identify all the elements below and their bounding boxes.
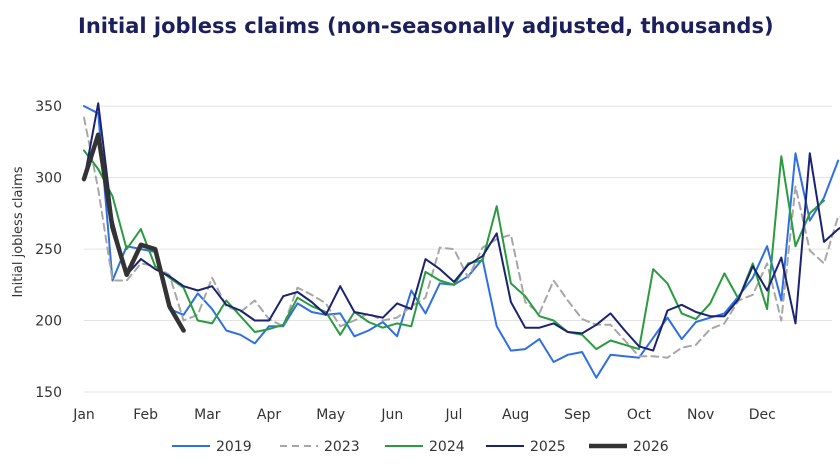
series-line-2024 (83, 149, 825, 351)
y-tick-label: 300 (35, 171, 62, 187)
chart-title: Initial jobless claims (non-seasonally a… (78, 14, 774, 38)
x-tick-label: Dec (749, 407, 776, 423)
series-line-2023 (83, 116, 840, 359)
x-tick-label: Nov (687, 407, 714, 423)
x-tick-label: May (316, 407, 345, 423)
series-lines (81, 102, 840, 379)
legend-label-2025: 2025 (530, 439, 566, 455)
x-tick-label: Sep (564, 407, 591, 423)
x-tick-labels: Jan Feb Mar Apr May Jun Jul Aug Sep Oct Nov Dec (72, 407, 776, 423)
legend-label-2024: 2024 (429, 439, 465, 455)
legend: 2019 2023 2024 2025 2026 (172, 439, 669, 455)
y-tick-label: 150 (35, 385, 62, 401)
gridlines (84, 105, 832, 393)
x-tick-label: Aug (502, 407, 529, 423)
x-tick-label: Jan (72, 407, 95, 423)
series-line-2025 (83, 102, 840, 352)
x-tick-label: Mar (194, 407, 221, 423)
y-tick-label: 350 (35, 99, 62, 115)
y-tick-label: 200 (35, 314, 62, 330)
x-tick-label: Oct (627, 407, 652, 423)
legend-label-2019: 2019 (216, 439, 252, 455)
x-tick-label: Jul (445, 407, 463, 423)
x-tick-label: Feb (133, 407, 158, 423)
x-tick-label: Jun (380, 407, 403, 423)
y-tick-labels: 150 200 250 300 350 (35, 99, 62, 401)
y-axis-label: Initial jobless claims (11, 166, 26, 297)
legend-label-2026: 2026 (633, 439, 669, 455)
x-tick-label: Apr (257, 407, 281, 423)
series-line-2019 (83, 105, 840, 379)
legend-label-2023: 2023 (324, 439, 360, 455)
series-line-2026 (81, 132, 186, 333)
y-tick-label: 250 (35, 242, 62, 258)
